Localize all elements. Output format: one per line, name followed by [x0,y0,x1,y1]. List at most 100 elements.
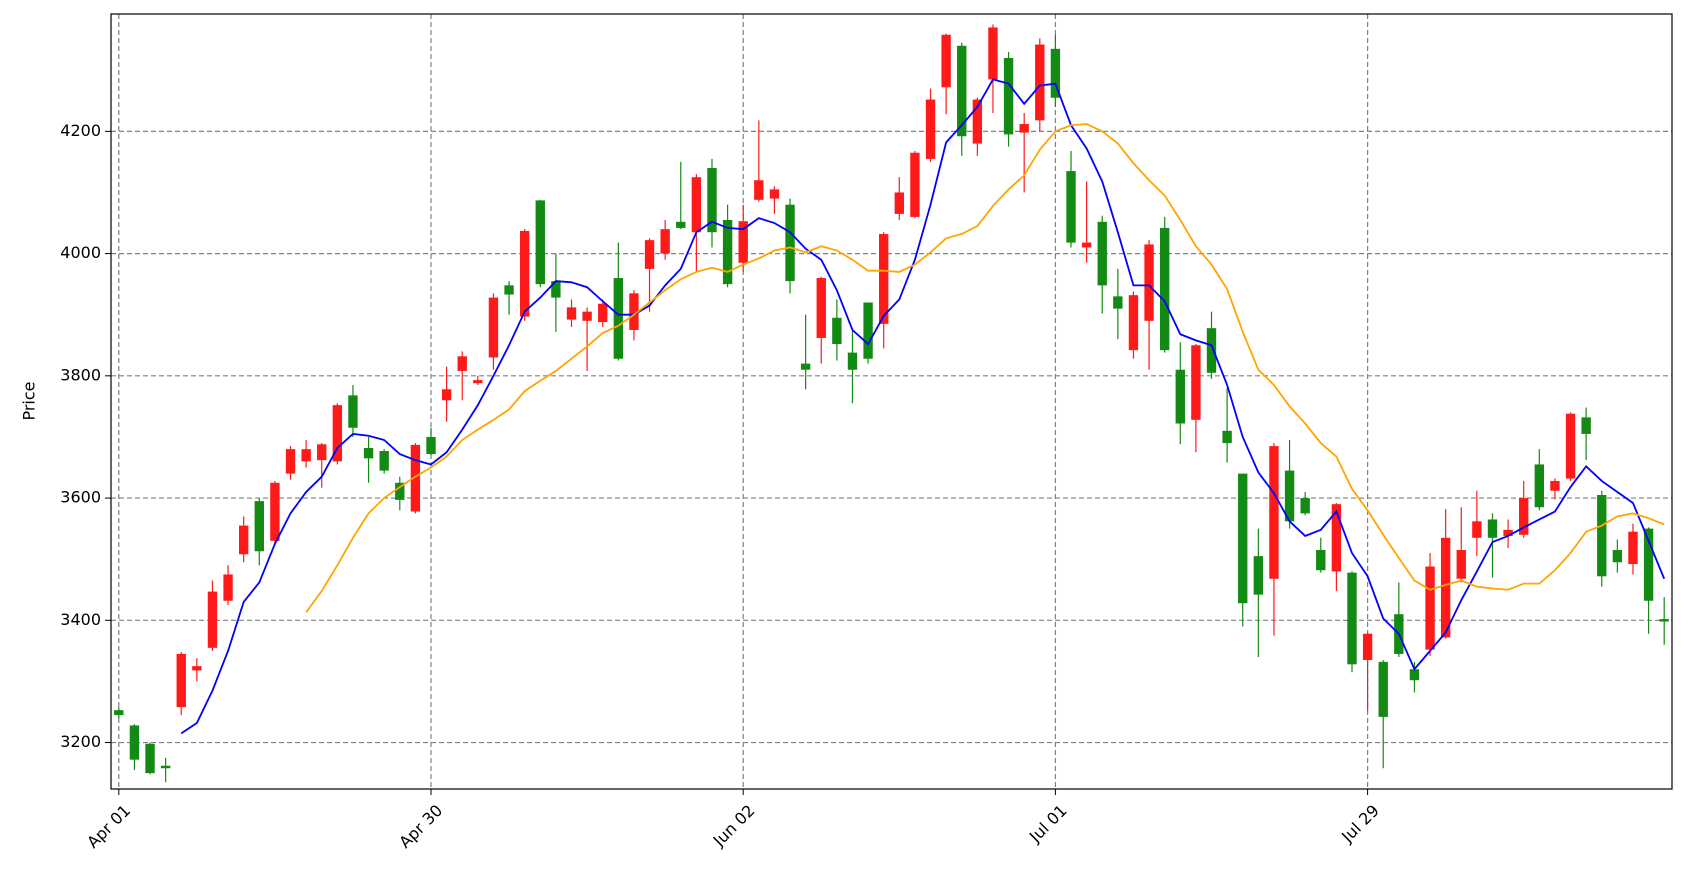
candle-body [660,229,670,254]
candle-body [519,230,530,317]
candle-body [379,451,389,471]
candle-body [1534,464,1544,508]
candle-body [832,317,842,345]
candle-body [1643,528,1654,601]
candle-body [285,449,296,474]
candle-body [847,352,858,370]
candle-body [816,278,826,338]
candle-body [1175,369,1185,424]
candle-body [317,444,327,461]
candle-body [1612,550,1623,563]
candle-body [1191,345,1201,420]
candle-body [1253,556,1264,595]
y-tick-label: 4000 [60,243,101,262]
candle-body [1487,519,1498,538]
candle-body [1222,430,1232,444]
candle-body [894,192,904,214]
candle-body [160,765,171,769]
candle-body [1003,58,1014,135]
candle-body [1597,495,1607,577]
candle-body [598,303,608,323]
candle-body [1113,296,1123,309]
candle-body [910,152,920,217]
candle-body [1081,242,1092,248]
candle-body [1284,470,1295,522]
candle-body [426,436,436,455]
candle-body [1300,498,1310,514]
candle-body [239,525,249,555]
candle-body [1659,619,1669,622]
candle-body [207,591,218,648]
candle-body [301,449,311,462]
candle-body [1628,531,1638,565]
candle-body [348,395,358,428]
candle-body [879,234,889,324]
moving-average-line [305,123,1665,613]
candle-body [1581,417,1591,434]
candle-body [863,302,873,359]
candle-body [1472,521,1482,538]
candle-body [551,281,561,298]
candle-body [644,240,655,269]
candle-body [754,180,764,200]
candle-body [1128,295,1139,351]
candle-body [1550,480,1560,491]
candle-body [1347,572,1357,665]
y-tick-label: 3200 [60,732,101,751]
candle-body [254,501,264,552]
candle-body [1440,537,1451,638]
candle-body [629,293,639,330]
moving-average-line [180,78,1666,735]
candle-body [223,574,233,601]
candle-body [1097,221,1107,286]
candle-body [1159,227,1170,351]
y-tick-label: 3400 [60,610,101,629]
candle-body [957,45,967,137]
plot-frame [110,13,1673,790]
candle-body [1519,498,1529,535]
candle-body [176,653,186,708]
candle-body [1206,328,1217,373]
candle-body [488,297,499,358]
candle-body [1238,473,1248,604]
candle-body [395,482,405,500]
candle-body [1050,48,1061,98]
candle-body [1409,669,1420,681]
candle-body [988,27,998,80]
candle-body [1269,446,1279,579]
candle-body [1331,504,1342,572]
candle-body [800,363,811,370]
candle-body [457,356,467,371]
candle-body [410,444,421,512]
candle-body [691,177,702,233]
candle-body [972,99,983,144]
candle-body [941,34,951,88]
y-axis-label: Price [20,381,39,420]
candle-body [566,307,577,320]
y-tick-label: 4200 [60,121,101,140]
candle-body [925,99,936,159]
candle-body [1035,44,1045,121]
candle-body [722,219,733,285]
y-tick-label: 3600 [60,488,101,507]
y-tick-label: 3800 [60,365,101,384]
candle-body [707,168,717,233]
candle-body [441,389,452,401]
candle-body [785,204,795,282]
candle-body [129,725,140,760]
candle-body [1144,244,1154,321]
candle-body [192,666,202,671]
candle-body [363,447,374,459]
candle-body [1565,413,1576,479]
candle-body [769,189,780,199]
candle-body [270,482,280,541]
candle-body [114,710,124,716]
candle-body [1019,124,1029,133]
candle-body [1425,566,1435,650]
candle-body [1378,661,1388,717]
candle-body [613,278,624,359]
candle-body [1316,550,1326,571]
candle-body [582,311,592,321]
